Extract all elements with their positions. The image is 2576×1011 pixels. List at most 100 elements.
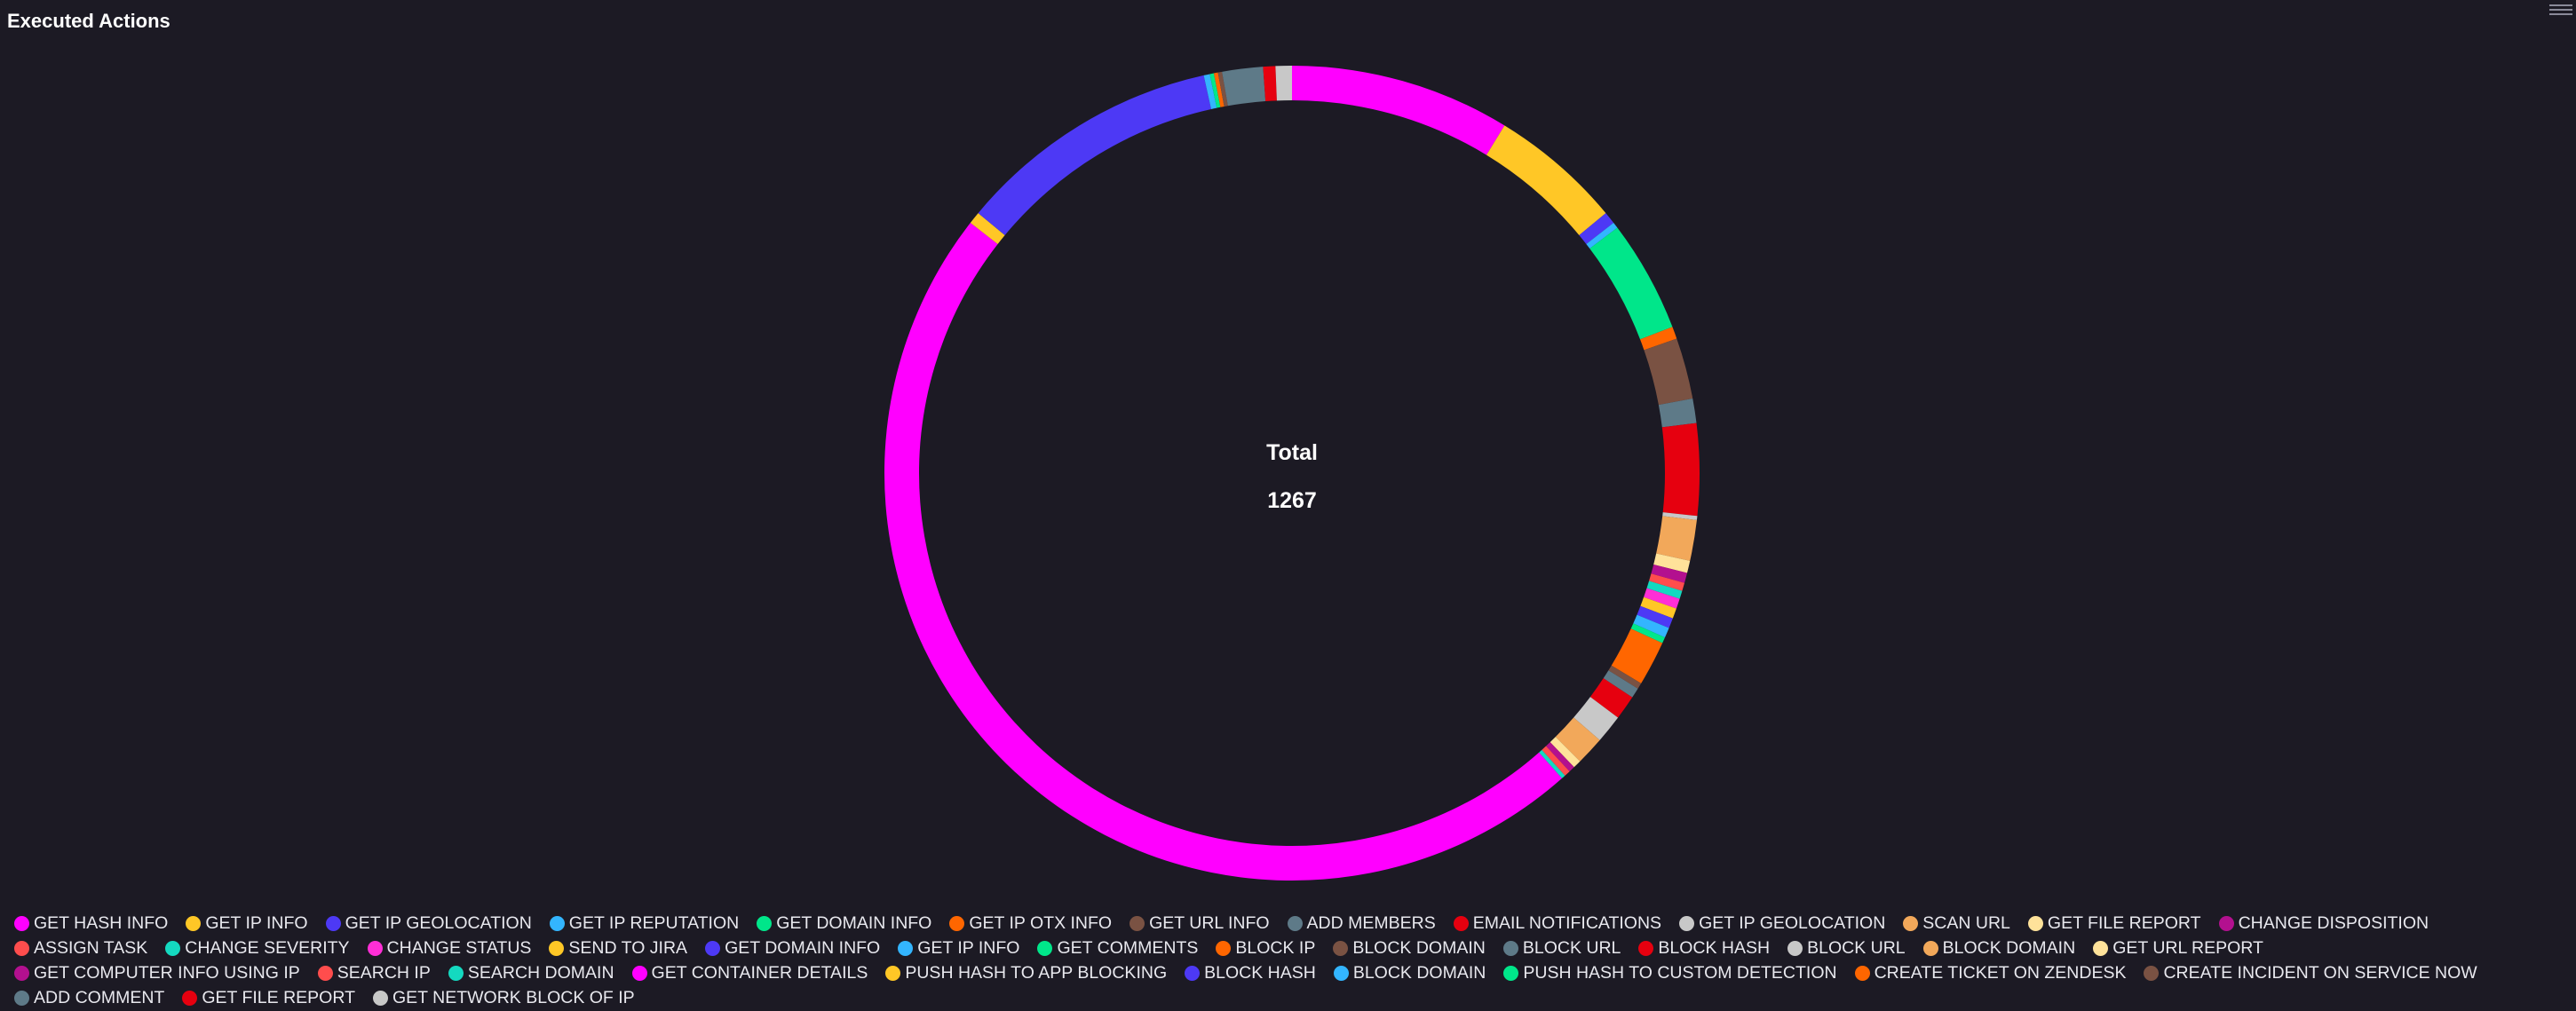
donut-slice-21[interactable] (1608, 665, 1642, 689)
legend-item[interactable]: CREATE TICKET ON ZENDESK (1854, 963, 2126, 983)
legend-item[interactable]: GET COMPUTER INFO USING IP (14, 963, 300, 983)
legend-item[interactable]: GET DOMAIN INFO (705, 938, 881, 958)
legend-item[interactable]: GET IP INFO (186, 913, 308, 933)
legend-item[interactable]: GET HASH INFO (14, 913, 168, 933)
donut-slice-24[interactable] (1573, 697, 1619, 740)
donut-slice-11[interactable] (1653, 553, 1691, 573)
legend-item[interactable]: BLOCK URL (1787, 938, 1906, 958)
legend-item[interactable]: BLOCK HASH (1185, 963, 1316, 983)
donut-slice-23[interactable] (1589, 678, 1633, 718)
donut-slice-28[interactable] (1542, 746, 1570, 776)
donut-slice-30[interactable] (884, 223, 1562, 881)
donut-slice-1[interactable] (1486, 125, 1606, 235)
legend-marker-icon (14, 966, 29, 981)
legend-label: GET COMMENTS (1057, 938, 1199, 958)
donut-slice-7[interactable] (1658, 398, 1697, 428)
donut-slice-8[interactable] (1661, 423, 1700, 517)
donut-slice-0[interactable] (1292, 66, 1505, 155)
legend-label: GET IP OTX INFO (969, 913, 1113, 933)
legend-item[interactable]: GET IP GEOLOCATION (325, 913, 532, 933)
donut-slice-6[interactable] (1644, 338, 1693, 406)
legend-item[interactable]: ASSIGN TASK (14, 938, 147, 958)
legend-item[interactable]: BLOCK DOMAIN (1333, 963, 1486, 983)
donut-slice-12[interactable] (1651, 564, 1687, 583)
donut-slice-19[interactable] (1630, 623, 1665, 644)
legend-marker-icon (885, 966, 901, 981)
donut-slice-31[interactable] (970, 213, 1005, 244)
donut-slice-27[interactable] (1546, 742, 1574, 772)
legend-item[interactable]: GET URL INFO (1129, 913, 1270, 933)
legend-label: GET DOMAIN INFO (776, 913, 932, 933)
donut-slice-32[interactable] (978, 75, 1211, 235)
legend-marker-icon (1638, 941, 1654, 956)
legend-marker-icon (165, 941, 181, 956)
legend-item[interactable]: GET FILE REPORT (2027, 913, 2201, 933)
donut-slice-34[interactable] (1209, 73, 1221, 108)
donut-slice-14[interactable] (1646, 581, 1683, 599)
legend-item[interactable]: CHANGE DISPOSITION (2218, 913, 2429, 933)
donut-slice-10[interactable] (1656, 516, 1697, 561)
legend-item[interactable]: BLOCK IP (1216, 938, 1315, 958)
legend-marker-icon (372, 991, 388, 1006)
donut-slice-20[interactable] (1611, 628, 1663, 683)
legend-label: CHANGE STATUS (386, 938, 532, 958)
donut-slice-5[interactable] (1640, 327, 1677, 351)
legend-item[interactable]: EMAIL NOTIFICATIONS (1453, 913, 1661, 933)
donut-slice-15[interactable] (1644, 588, 1680, 609)
legend-marker-icon (317, 966, 333, 981)
legend-item[interactable]: PUSH HASH TO CUSTOM DETECTION (1503, 963, 1837, 983)
legend-item[interactable]: CHANGE STATUS (367, 938, 532, 958)
legend-item[interactable]: GET URL REPORT (2093, 938, 2263, 958)
legend-marker-icon (2093, 941, 2109, 956)
legend-marker-icon (1502, 941, 1518, 956)
legend-item[interactable]: GET CONTAINER DETAILS (631, 963, 868, 983)
donut-slice-22[interactable] (1603, 670, 1638, 698)
legend-marker-icon (549, 916, 565, 931)
legend-item[interactable]: BLOCK DOMAIN (1333, 938, 1486, 958)
legend-item[interactable]: GET COMMENTS (1037, 938, 1199, 958)
legend-item[interactable]: BLOCK HASH (1638, 938, 1770, 958)
legend-marker-icon (1037, 941, 1053, 956)
donut-slice-38[interactable] (1263, 66, 1277, 102)
donut-slice-2[interactable] (1579, 213, 1614, 244)
legend-item[interactable]: SEARCH DOMAIN (448, 963, 614, 983)
legend-item[interactable]: ADD COMMENT (14, 988, 164, 1007)
legend-item[interactable]: SCAN URL (1903, 913, 2010, 933)
donut-slice-13[interactable] (1649, 573, 1684, 591)
legend-item[interactable]: SEARCH IP (317, 963, 431, 983)
legend-item[interactable]: GET NETWORK BLOCK OF IP (372, 988, 635, 1007)
donut-slice-35[interactable] (1213, 72, 1225, 107)
donut-slice-39[interactable] (1275, 66, 1292, 101)
donut-slice-17[interactable] (1637, 605, 1673, 628)
legend-item[interactable]: SEND TO JIRA (549, 938, 687, 958)
donut-slice-36[interactable] (1217, 71, 1228, 107)
legend-item[interactable]: ADD MEMBERS (1287, 913, 1436, 933)
legend-item[interactable]: CHANGE SEVERITY (165, 938, 350, 958)
legend-item[interactable]: GET IP INFO (898, 938, 1019, 958)
legend-label: GET DOMAIN INFO (725, 938, 881, 958)
hamburger-menu-icon[interactable] (2549, 2, 2572, 18)
legend-marker-icon (1787, 941, 1803, 956)
legend-item[interactable]: CREATE INCIDENT ON SERVICE NOW (2144, 963, 2477, 983)
legend-item[interactable]: GET DOMAIN INFO (757, 913, 932, 933)
donut-slice-25[interactable] (1555, 717, 1600, 762)
legend-marker-icon (448, 966, 464, 981)
legend-marker-icon (1854, 966, 1870, 981)
donut-slice-9[interactable] (1662, 512, 1698, 520)
legend-item[interactable]: GET IP GEOLOCATION (1679, 913, 1885, 933)
legend-marker-icon (1922, 941, 1938, 956)
donut-slice-29[interactable] (1539, 749, 1565, 778)
legend-item[interactable]: BLOCK DOMAIN (1922, 938, 2075, 958)
donut-slice-16[interactable] (1640, 596, 1676, 619)
legend-item[interactable]: BLOCK URL (1502, 938, 1621, 958)
donut-slice-3[interactable] (1586, 223, 1618, 249)
legend-item[interactable]: GET FILE REPORT (182, 988, 355, 1007)
legend-item[interactable]: GET IP OTX INFO (949, 913, 1113, 933)
legend-item[interactable]: GET IP REPUTATION (549, 913, 739, 933)
donut-slice-37[interactable] (1222, 67, 1266, 107)
donut-slice-4[interactable] (1589, 227, 1673, 340)
legend-item[interactable]: PUSH HASH TO APP BLOCKING (885, 963, 1167, 983)
donut-slice-18[interactable] (1633, 614, 1669, 638)
donut-slice-26[interactable] (1550, 737, 1581, 768)
donut-slice-33[interactable] (1203, 74, 1217, 109)
